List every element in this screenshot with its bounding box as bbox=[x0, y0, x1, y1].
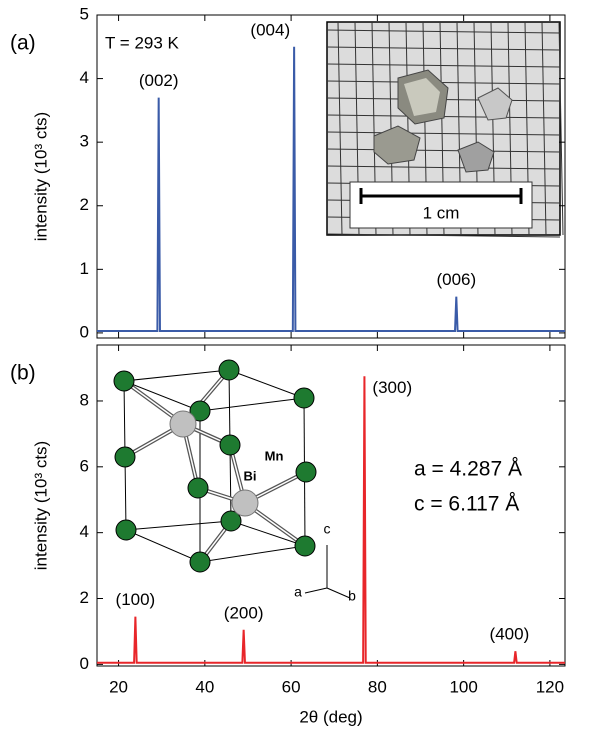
panel-label: (b) bbox=[10, 362, 36, 385]
inset-label: c bbox=[324, 521, 331, 537]
x-tick-label: 20 bbox=[109, 677, 128, 696]
annotation: c = 6.117 Å bbox=[414, 493, 519, 516]
inset-label: Bi bbox=[244, 468, 257, 483]
y-axis-title: intensity (10³ cts) bbox=[31, 112, 50, 241]
x-tick-label: 60 bbox=[282, 677, 301, 696]
paper-line bbox=[337, 21, 343, 236]
annotation: T = 293 K bbox=[105, 33, 180, 52]
y-tick-label: 0 bbox=[80, 654, 89, 673]
paper-line bbox=[326, 233, 561, 238]
y-axis-title: intensity (10³ cts) bbox=[31, 441, 50, 570]
y-tick-label: 6 bbox=[80, 456, 89, 475]
paper-line bbox=[541, 21, 547, 236]
peak-label: (004) bbox=[250, 20, 290, 39]
paper-line bbox=[326, 131, 561, 136]
peak-label: (200) bbox=[224, 603, 264, 622]
structure-inset bbox=[113, 359, 351, 599]
inset-label: a bbox=[294, 584, 302, 600]
y-tick-label: 8 bbox=[80, 390, 89, 409]
panel-label: (a) bbox=[10, 32, 36, 55]
paper-line bbox=[326, 46, 561, 51]
y-tick-label: 2 bbox=[80, 195, 89, 214]
paper-line bbox=[558, 21, 564, 236]
paper-line bbox=[326, 29, 561, 34]
y-tick-label: 3 bbox=[80, 132, 89, 151]
plot-frame bbox=[96, 14, 566, 339]
paper-line bbox=[326, 63, 561, 68]
x-tick-label: 40 bbox=[195, 677, 214, 696]
peak-label: (100) bbox=[116, 590, 156, 609]
inset-label: 1 cm bbox=[423, 203, 460, 222]
peak-label: (006) bbox=[436, 270, 476, 289]
photo-inset bbox=[326, 21, 564, 238]
annotation: a = 4.287 Å bbox=[414, 458, 522, 481]
data-line bbox=[97, 46, 565, 333]
y-tick-label: 2 bbox=[80, 588, 89, 607]
y-tick-label: 4 bbox=[80, 522, 89, 541]
peak-label: (300) bbox=[372, 378, 412, 397]
paper-line bbox=[326, 80, 561, 85]
x-tick-label: 100 bbox=[449, 677, 477, 696]
paper-line bbox=[326, 165, 561, 170]
x-axis-title: 2θ (deg) bbox=[299, 707, 362, 726]
y-tick-label: 1 bbox=[80, 259, 89, 278]
x-tick-label: 80 bbox=[368, 677, 387, 696]
plot-frame bbox=[96, 344, 566, 667]
y-tick-label: 5 bbox=[80, 4, 89, 23]
data-line bbox=[97, 376, 565, 664]
y-tick-label: 0 bbox=[80, 322, 89, 341]
inset-label: Mn bbox=[265, 448, 284, 463]
inset-label: b bbox=[348, 588, 356, 604]
peak-label: (002) bbox=[139, 71, 179, 90]
paper-line bbox=[326, 148, 561, 153]
peak-label: (400) bbox=[490, 625, 530, 644]
x-tick-label: 120 bbox=[536, 677, 564, 696]
y-tick-label: 4 bbox=[80, 68, 89, 87]
